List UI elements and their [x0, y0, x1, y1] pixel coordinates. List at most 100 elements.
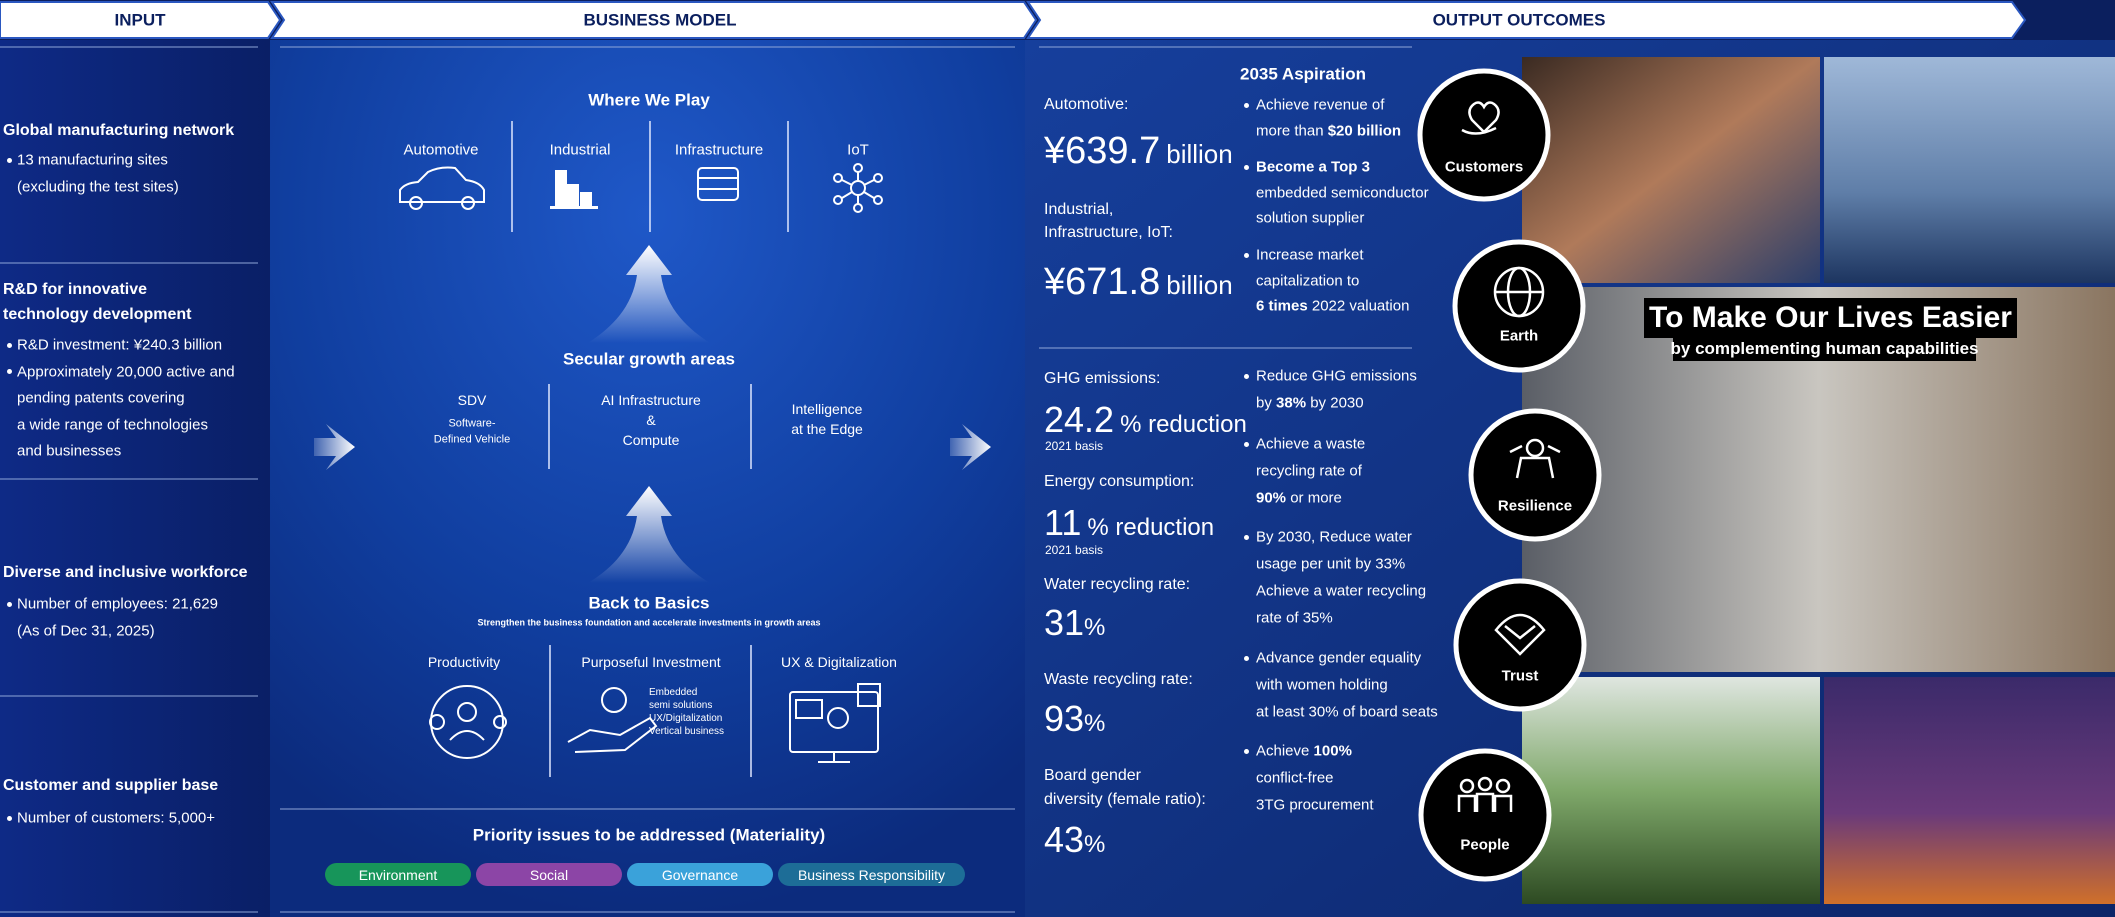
revenue-value: ¥639.7 billion: [1044, 132, 1233, 170]
metric-unit: %: [1084, 710, 1106, 737]
header-title: INPUT: [114, 10, 166, 30]
value-label: Trust: [1501, 667, 1539, 685]
text-run: Reduce GHG emissions: [1256, 367, 1417, 385]
bullet: [1243, 102, 1249, 108]
section-title: Priority issues to be addressed (Materia…: [472, 825, 826, 845]
metric-unit: % reduction: [1120, 411, 1247, 438]
bold-run: 6 times: [1256, 297, 1308, 315]
input-title: Customer and supplier base: [3, 777, 219, 794]
bullet: [1243, 655, 1249, 661]
metric-unit: billion: [1166, 270, 1233, 300]
text-run: Increase market: [1256, 246, 1364, 264]
banner-subtitle: by complementing human capabilities: [1671, 337, 1978, 361]
input-title: Global manufacturing network: [3, 122, 235, 139]
bold-run: Become a Top 3: [1256, 158, 1370, 176]
bullet: [1243, 534, 1249, 540]
text-line: Increase market: [1256, 248, 1364, 263]
text-line: Achieve a waste: [1256, 437, 1365, 452]
bullet: [6, 815, 12, 821]
text-line: Become a Top 3: [1256, 160, 1370, 175]
bold-run: 90%: [1256, 489, 1287, 507]
text-run: embedded semiconductor: [1256, 184, 1429, 201]
text-line: conflict-free: [1256, 771, 1334, 786]
metric: 11% reduction: [1044, 505, 1214, 541]
growth-area: SDV: [457, 392, 487, 408]
text-run: Advance gender equality: [1256, 649, 1422, 667]
text-line: Achieve revenue of: [1256, 98, 1384, 113]
metric-label: GHG emissions:: [1044, 370, 1161, 387]
value-label: Customers: [1444, 158, 1524, 176]
materiality-tag: Governance: [627, 863, 773, 886]
basics-item: UX & Digitalization: [781, 654, 897, 670]
text-line: by 38% by 2030: [1256, 396, 1364, 411]
investment-note: semi solutions: [649, 700, 713, 711]
input-title: Diverse and inclusive workforce: [3, 564, 248, 581]
banner-title: To Make Our Lives Easier: [1644, 298, 2017, 338]
growth-area: Compute: [622, 432, 680, 448]
text-line: recycling rate of: [1256, 464, 1362, 479]
text-line: capitalization to: [1256, 273, 1359, 288]
metric: 43%: [1044, 822, 1105, 858]
input-bullet: pending patents covering: [17, 389, 185, 407]
bullet: [1243, 164, 1249, 170]
growth-area: AI Infrastructure: [601, 392, 701, 408]
text-run: conflict-free: [1256, 769, 1334, 787]
growth-area-sub: Defined Vehicle: [433, 433, 511, 446]
value-label: Earth: [1499, 327, 1539, 345]
bullet: [1243, 252, 1249, 258]
text-run: Achieve: [1256, 742, 1314, 760]
text-run: more than: [1256, 122, 1328, 139]
revenue-label: Industrial,: [1044, 201, 1114, 218]
basics-item: Productivity: [427, 654, 501, 670]
investment-note: Vertical business: [649, 726, 725, 737]
text-run: Achieve a waste: [1256, 435, 1366, 453]
metric: 31%: [1044, 605, 1105, 641]
growth-area: at the Edge: [791, 421, 863, 437]
metric-unit: billion: [1166, 139, 1233, 169]
growth-area-sub: Software-: [448, 417, 496, 430]
growth-area: Intelligence: [791, 401, 863, 417]
basics-item: Purposeful Investment: [581, 654, 721, 670]
input-bullet: 13 manufacturing sites: [17, 151, 168, 169]
text-run: solution supplier: [1256, 209, 1365, 227]
text-line: at least 30% of board seats: [1256, 705, 1438, 720]
bullet: [1243, 441, 1249, 447]
text-run: or more: [1286, 489, 1342, 507]
market-label: Infrastructure: [674, 141, 764, 159]
header-title: OUTPUT OUTCOMES: [1432, 10, 1606, 30]
value-label: People: [1460, 836, 1510, 854]
text-line: 6 times 2022 valuation: [1256, 299, 1409, 314]
input-title: R&D for innovative: [3, 281, 148, 298]
text-line: Advance gender equality: [1256, 651, 1421, 666]
metric-label: diversity (female ratio):: [1044, 791, 1206, 808]
metric-unit: %: [1084, 831, 1106, 858]
text-run: capitalization to: [1256, 272, 1360, 289]
text-line: By 2030, Reduce water: [1256, 530, 1412, 545]
market-label: Automotive: [403, 141, 479, 159]
investment-note: Embedded: [649, 687, 698, 698]
section-title: Back to Basics: [588, 593, 710, 613]
text-run: By 2030, Reduce water: [1256, 528, 1412, 546]
text-line: usage per unit by 33%: [1256, 557, 1405, 572]
input-bullet: (excluding the test sites): [17, 178, 179, 195]
metric-value: 24.2: [1044, 399, 1115, 440]
revenue-label: Automotive:: [1044, 96, 1129, 113]
text-line: rate of 35%: [1256, 611, 1333, 626]
metric-note: 2021 basis: [1045, 439, 1104, 453]
section-title: Secular growth areas: [563, 349, 735, 369]
bullet: [6, 601, 12, 607]
bold-run: $20 billion: [1327, 122, 1402, 139]
text-run: Achieve revenue of: [1256, 96, 1385, 114]
text-line: 90% or more: [1256, 491, 1342, 506]
text-line: Reduce GHG emissions: [1256, 369, 1417, 384]
metric-value: ¥671.8: [1044, 261, 1161, 303]
materiality-tag: Environment: [325, 863, 471, 886]
metric-label: Waste recycling rate:: [1044, 671, 1193, 688]
text-line: Achieve 100%: [1256, 744, 1352, 759]
bold-run: 100%: [1313, 742, 1352, 760]
bullet: [6, 369, 12, 374]
input-bullet: (As of Dec 31, 2025): [17, 622, 155, 639]
market-label: Industrial: [549, 141, 611, 159]
input-bullet: Number of employees: 21,629: [17, 595, 218, 613]
metric-unit: %: [1084, 614, 1106, 641]
